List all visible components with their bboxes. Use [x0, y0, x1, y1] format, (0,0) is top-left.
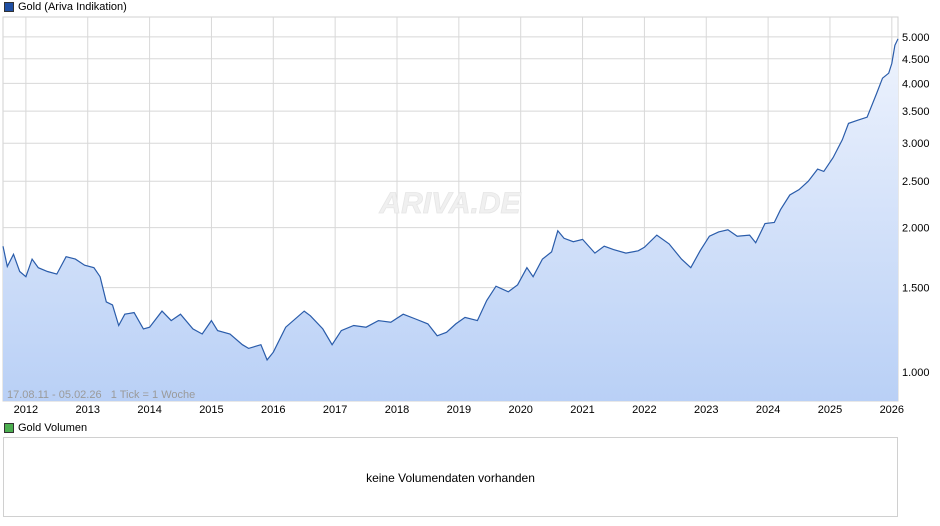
- x-tick-label: 2026: [880, 404, 904, 416]
- x-tick-label: 2024: [756, 404, 780, 416]
- legend-label-volume: Gold Volumen: [18, 422, 88, 434]
- y-tick-label: 4.000: [902, 78, 930, 90]
- y-tick-label: 2.000: [902, 223, 930, 235]
- x-tick-label: 2019: [447, 404, 471, 416]
- x-tick-label: 2015: [199, 404, 223, 416]
- x-tick-label: 2017: [323, 404, 347, 416]
- y-tick-label: 2.500: [902, 176, 930, 188]
- legend-swatch-volume: [4, 423, 14, 433]
- y-tick-label: 5.000: [902, 32, 930, 44]
- chart-legend: Gold (Ariva Indikation): [4, 1, 127, 13]
- watermark: ARIVA.DE: [378, 187, 521, 220]
- x-tick-label: 2014: [137, 404, 161, 416]
- x-tick-label: 2016: [261, 404, 285, 416]
- y-tick-label: 3.000: [902, 138, 930, 150]
- legend-label-main: Gold (Ariva Indikation): [18, 1, 127, 13]
- x-tick-label: 2012: [14, 404, 38, 416]
- price-line: [2, 38, 899, 362]
- x-tick-label: 2023: [694, 404, 718, 416]
- legend-swatch-main: [4, 2, 14, 12]
- x-tick-label: 2025: [818, 404, 842, 416]
- price-chart: ARIVA.DE 2012 2013 2014 2015 2016 2017 2018 201…: [2, 16, 930, 416]
- y-tick-label: 1.000: [902, 367, 930, 379]
- x-tick-label: 2018: [385, 404, 409, 416]
- x-tick-label: 2013: [75, 404, 99, 416]
- x-tick-label: 2020: [508, 404, 532, 416]
- volume-message: keine Volumendaten vorhanden: [366, 471, 535, 485]
- volume-panel: keine Volumendaten vorhanden: [3, 437, 898, 517]
- info-text: 17.08.11 - 05.02.26 1 Tick = 1 Woche: [7, 389, 195, 401]
- volume-legend: Gold Volumen: [4, 422, 87, 434]
- y-tick-label: 3.500: [902, 106, 930, 118]
- x-tick-label: 2021: [570, 404, 594, 416]
- y-tick-label: 4.500: [902, 54, 930, 66]
- y-tick-label: 1.500: [902, 283, 930, 295]
- x-tick-label: 2022: [632, 404, 656, 416]
- price-area: [3, 38, 898, 402]
